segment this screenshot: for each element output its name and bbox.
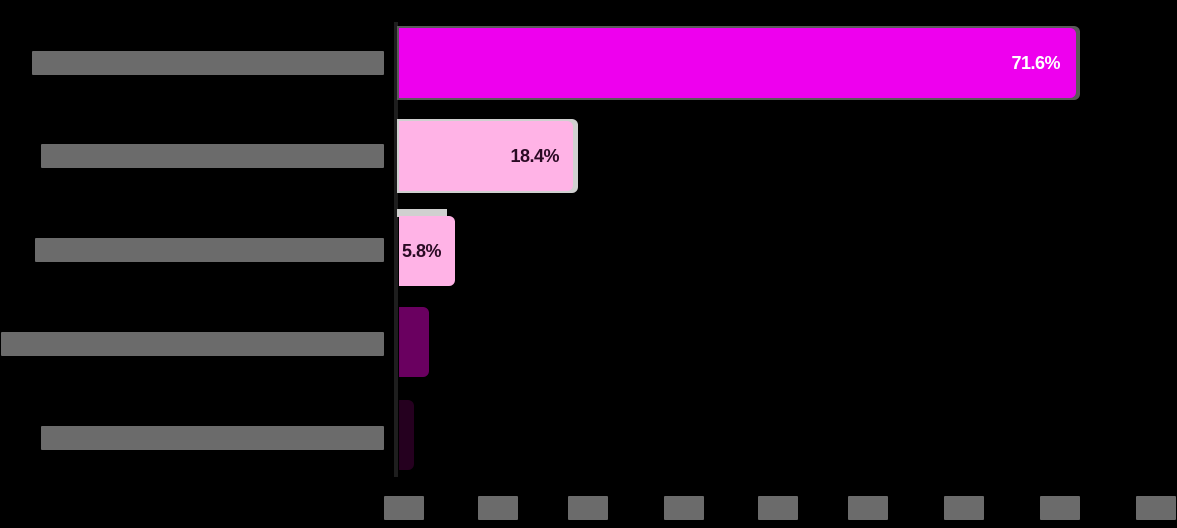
bar-4 [399,307,429,377]
y-axis-line [394,22,398,477]
bar-1: 71.6% [399,28,1076,98]
x-tick-30 [664,496,704,520]
x-tick-10 [478,496,518,520]
x-tick-50 [848,496,888,520]
bar-5 [399,400,414,470]
bar-value-2: 18.4% [510,146,559,166]
category-label-3 [35,238,384,262]
x-tick-80 [1136,496,1176,520]
bar-2: 18.4% [399,121,573,191]
x-tick-40 [758,496,798,520]
x-tick-70 [1040,496,1080,520]
bar-value-1: 71.6% [1011,53,1060,73]
bar-3: 5.8% [399,216,455,286]
category-label-1 [32,51,384,75]
x-tick-20 [568,496,608,520]
x-tick-0 [384,496,424,520]
category-label-5 [41,426,384,450]
x-tick-60 [944,496,984,520]
category-label-4 [1,332,384,356]
category-label-2 [41,144,384,168]
bar-frame-3 [397,209,447,217]
bar-value-3: 5.8% [402,241,442,261]
